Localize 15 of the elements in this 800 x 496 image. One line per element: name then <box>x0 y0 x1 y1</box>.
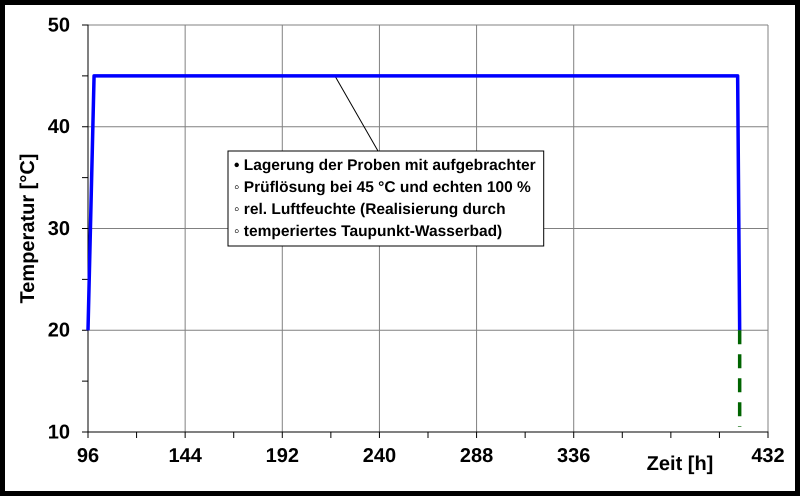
y-tick-label: 50 <box>48 14 70 36</box>
x-tick-label: 144 <box>168 445 203 468</box>
y-tick-label: 30 <box>48 218 70 240</box>
annotation: • Lagerung der Proben mit aufgebrachter ◦ Prüflösung bei 45 °C und echten 100 % ◦ rel. Luftfeuchte (Realisierung durch ◦ temperiertes Taupunkt-Wasserbad) <box>234 157 536 240</box>
x-tick-label: 240 <box>362 445 396 468</box>
x-tick-label: 96 <box>76 445 100 468</box>
x-tick-label: 336 <box>557 445 590 468</box>
x-axis-title: Zeit [h] <box>646 453 714 475</box>
y-axis-title: Temperatur [°C] <box>17 154 39 304</box>
x-tick-label: 288 <box>460 445 494 468</box>
y-tick-label: 20 <box>48 320 70 342</box>
y-tick-label: 10 <box>48 421 70 444</box>
y-tick-label: 40 <box>48 116 70 138</box>
x-tick-label: 192 <box>266 445 299 468</box>
x-tick-label: 432 <box>751 445 785 468</box>
